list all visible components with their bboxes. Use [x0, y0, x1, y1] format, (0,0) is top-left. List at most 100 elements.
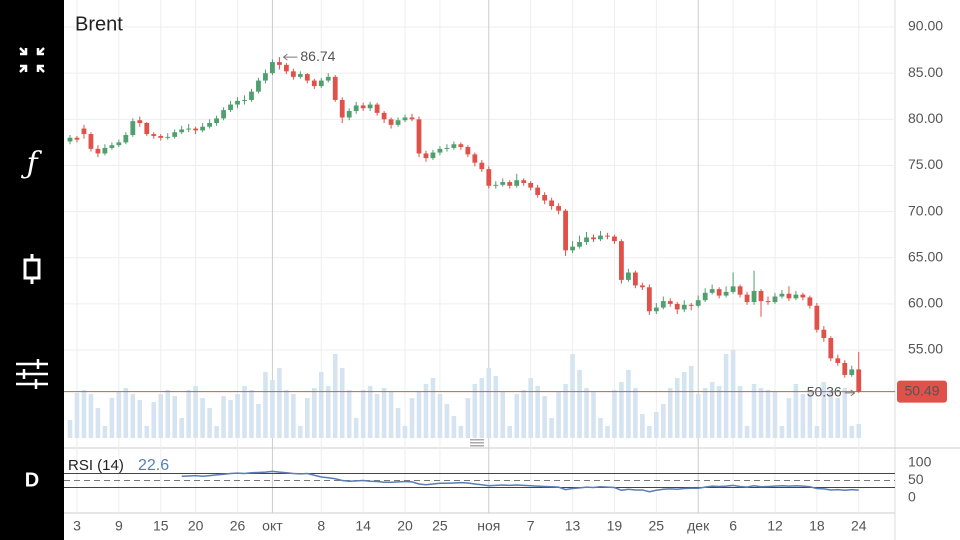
volume-bar — [758, 388, 764, 438]
volume-bar — [626, 370, 631, 438]
candle-body — [793, 294, 799, 299]
volume-bar — [402, 426, 408, 438]
volume-bar — [500, 392, 506, 438]
interval-button[interactable]: D — [25, 469, 39, 491]
y-tick-label: 60.00 — [908, 295, 943, 311]
candle-body — [688, 304, 694, 306]
volume-bar — [549, 418, 554, 438]
candle-body — [395, 120, 401, 125]
y-tick-label: 90.00 — [908, 18, 943, 34]
candle-body — [88, 134, 94, 149]
candle-body — [465, 147, 471, 155]
volume-bar — [828, 390, 834, 438]
volume-bar — [109, 398, 115, 438]
volume-bar — [130, 394, 136, 438]
rsi-tick-label: 0 — [908, 489, 916, 505]
rsi-tick-label: 100 — [908, 454, 932, 470]
candle-body — [249, 91, 254, 100]
volume-bar — [744, 426, 750, 438]
candle-body — [144, 123, 150, 135]
candle-body — [856, 369, 862, 392]
volume-bar — [661, 404, 666, 438]
pane-resize-handle[interactable] — [470, 439, 484, 447]
candle-body — [821, 329, 827, 339]
volume-bar — [451, 416, 457, 438]
x-tick-label: 12 — [767, 518, 783, 534]
x-tick-label: 7 — [527, 518, 535, 534]
volume-bar — [556, 392, 561, 438]
chart-type-icon[interactable] — [23, 254, 41, 284]
candle-body — [297, 74, 303, 77]
volume-bar — [542, 396, 547, 438]
volume-bar — [702, 388, 708, 438]
volume-bar — [535, 386, 540, 438]
candle-body — [430, 152, 436, 159]
max-arrow — [283, 53, 298, 61]
volume-bar — [821, 382, 827, 438]
volume-bar — [172, 396, 177, 438]
volume-bar — [674, 378, 680, 438]
volume-bar — [640, 414, 645, 438]
candle-body — [591, 237, 596, 240]
candle-body — [81, 128, 87, 135]
candle-body — [214, 118, 219, 124]
candle-body — [137, 120, 143, 124]
candle-body — [695, 300, 701, 306]
candle-body — [800, 294, 806, 298]
indicators-icon[interactable]: ƒ — [20, 146, 42, 181]
x-tick-label: 6 — [729, 518, 737, 534]
volume-bar — [514, 394, 520, 438]
x-tick-label: 19 — [607, 518, 623, 534]
volume-bar — [291, 394, 296, 438]
volume-bar — [277, 368, 282, 438]
rsi-line — [181, 470, 859, 493]
volume-bar — [835, 398, 841, 438]
candle-body — [758, 290, 764, 302]
volume-bar — [800, 394, 806, 438]
candle-body — [751, 290, 757, 303]
volume-bar — [360, 390, 366, 438]
settings-icon[interactable] — [16, 359, 48, 389]
candle-body — [842, 362, 848, 375]
volume-bar — [374, 394, 380, 438]
volume-bar — [186, 390, 191, 438]
volume-bar — [381, 388, 387, 438]
candle-body — [723, 291, 729, 296]
candle-body — [242, 99, 247, 101]
volume-bar — [807, 390, 813, 438]
volume-bar — [256, 404, 261, 438]
fullscreen-icon[interactable] — [19, 47, 45, 73]
volume-bar — [730, 350, 736, 438]
last-price-label: 50.49 — [904, 382, 939, 398]
candle-body — [598, 235, 603, 240]
candle-body — [332, 76, 338, 100]
candle-body — [353, 105, 359, 112]
candle-body — [437, 148, 443, 153]
candle-body — [507, 182, 513, 186]
volume-bar — [786, 398, 792, 438]
candle-body — [235, 100, 240, 105]
y-tick-label: 75.00 — [908, 156, 943, 172]
volume-bar — [765, 390, 771, 438]
candle-body — [67, 137, 73, 142]
volume-bar — [165, 390, 171, 438]
volume-bar — [605, 426, 610, 438]
volume-bar — [856, 424, 862, 438]
candle-body — [381, 112, 387, 120]
volume-bar — [318, 372, 324, 438]
candle-body — [102, 147, 108, 154]
candle-body — [542, 194, 548, 201]
volume-bar — [577, 370, 582, 438]
volume-bar — [619, 382, 624, 438]
volume-bar — [221, 396, 226, 438]
volume-bar — [263, 372, 268, 438]
candle-body — [193, 128, 199, 131]
volume-bar — [688, 366, 694, 438]
volume-bar — [695, 394, 701, 438]
candle-body — [493, 184, 499, 186]
candle-body — [639, 285, 645, 288]
volume-bar — [284, 390, 289, 438]
volume-bar — [193, 386, 198, 438]
rsi-name: RSI (14) — [68, 457, 124, 474]
